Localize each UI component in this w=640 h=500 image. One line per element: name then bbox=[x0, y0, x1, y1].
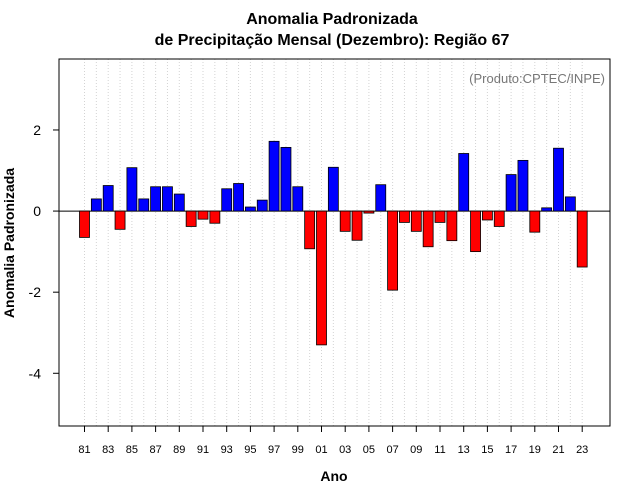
bar-89 bbox=[173, 193, 185, 212]
y-tick-label: 2 bbox=[33, 122, 41, 138]
bar-04 bbox=[351, 210, 363, 241]
bar-05 bbox=[363, 210, 375, 214]
bar-10 bbox=[422, 210, 434, 248]
bar-12 bbox=[446, 210, 458, 242]
bar-86 bbox=[138, 198, 150, 212]
chart-subtitle: de Precipitação Mensal (Dezembro): Regiã… bbox=[155, 32, 510, 49]
y-tick-label: -4 bbox=[29, 365, 42, 381]
x-tick-label: 23 bbox=[576, 444, 588, 456]
bar-94 bbox=[233, 183, 244, 212]
plot-frame bbox=[58, 58, 611, 427]
bar-15 bbox=[481, 210, 493, 221]
x-tick-label: 13 bbox=[458, 444, 470, 456]
bar-16 bbox=[493, 210, 505, 227]
x-tick-label: 83 bbox=[102, 444, 114, 456]
x-tick-label: 21 bbox=[552, 444, 564, 456]
x-tick-label: 05 bbox=[363, 444, 375, 456]
bar-00 bbox=[304, 210, 316, 250]
bar-91 bbox=[197, 210, 209, 220]
x-tick-label: 09 bbox=[410, 444, 422, 456]
x-tick-label: 17 bbox=[505, 444, 517, 456]
y-axis: -4 -2 0 2 bbox=[29, 122, 59, 381]
bar-08 bbox=[399, 210, 410, 223]
bar-88 bbox=[162, 186, 173, 212]
x-tick-label: 81 bbox=[78, 444, 90, 456]
x-tick-label: 87 bbox=[149, 444, 161, 456]
bar-19 bbox=[529, 210, 541, 233]
x-tick-label: 19 bbox=[529, 444, 541, 456]
grid-lines bbox=[84, 59, 583, 426]
bar-22 bbox=[564, 196, 576, 212]
x-axis-label: Ano bbox=[320, 468, 347, 484]
bar-99 bbox=[292, 186, 304, 212]
bar-18 bbox=[517, 159, 529, 212]
bar-21 bbox=[553, 147, 564, 212]
x-tick-label: 01 bbox=[315, 444, 327, 456]
bar-03 bbox=[339, 210, 351, 232]
x-tick-label: 95 bbox=[244, 444, 256, 456]
x-tick-label: 85 bbox=[126, 444, 138, 456]
bar-85 bbox=[126, 167, 138, 212]
x-tick-label: 97 bbox=[268, 444, 280, 456]
bar-98 bbox=[280, 146, 292, 212]
x-tick-label: 99 bbox=[292, 444, 304, 456]
bar-17 bbox=[505, 174, 517, 212]
y-tick-label: 0 bbox=[33, 203, 41, 219]
bar-23 bbox=[576, 210, 588, 268]
y-tick-label: -2 bbox=[29, 284, 42, 300]
bar-82 bbox=[90, 198, 102, 212]
x-axis: 81 83 85 87 89 91 93 95 97 99 01 03 05 07 09 11 13 15 17 19… bbox=[78, 426, 588, 456]
x-tick-label: 91 bbox=[197, 444, 209, 456]
bar-90 bbox=[185, 210, 197, 227]
x-tick-label: 15 bbox=[481, 444, 493, 456]
bars bbox=[79, 140, 588, 346]
bar-81 bbox=[79, 210, 90, 238]
bar-84 bbox=[114, 210, 126, 230]
chart-title: Anomalia Padronizada bbox=[246, 11, 418, 28]
bar-83 bbox=[102, 185, 114, 212]
bar-01 bbox=[316, 210, 327, 346]
x-tick-label: 03 bbox=[339, 444, 351, 456]
bar-97 bbox=[268, 140, 280, 212]
bar-87 bbox=[150, 186, 162, 212]
bar-14 bbox=[470, 210, 481, 253]
bar-20 bbox=[541, 207, 553, 212]
x-tick-label: 89 bbox=[173, 444, 185, 456]
y-axis-label: Anomalia Padronizada bbox=[1, 168, 17, 318]
bar-11 bbox=[434, 210, 446, 223]
produto-annotation: (Produto:CPTEC/INPE) bbox=[469, 71, 605, 86]
bar-92 bbox=[209, 210, 221, 224]
bar-02 bbox=[327, 166, 339, 212]
bar-96 bbox=[256, 199, 268, 212]
bar-93 bbox=[221, 188, 233, 212]
bar-13 bbox=[458, 153, 470, 212]
bar-95 bbox=[244, 206, 256, 212]
x-tick-label: 93 bbox=[221, 444, 233, 456]
x-tick-label: 07 bbox=[386, 444, 398, 456]
x-tick-label: 11 bbox=[434, 444, 445, 456]
bar-09 bbox=[410, 210, 422, 232]
bar-06 bbox=[375, 184, 387, 212]
bar-07 bbox=[387, 210, 399, 291]
